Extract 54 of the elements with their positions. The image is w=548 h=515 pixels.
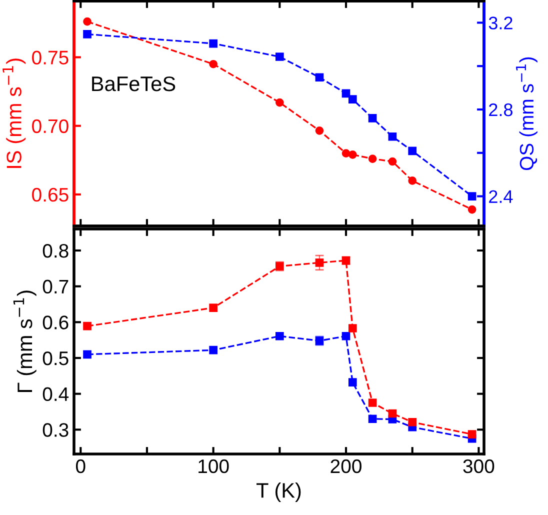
y-tick-label: 0.3 xyxy=(42,423,68,437)
y2-tick-label: 2.8 xyxy=(489,103,512,116)
point xyxy=(368,154,377,163)
point xyxy=(468,205,476,214)
x-tick-label: 200 xyxy=(330,459,362,474)
point xyxy=(342,149,350,158)
x-axis-title: T (K) xyxy=(256,482,301,502)
x-tick-label: 0 xyxy=(76,459,86,474)
point xyxy=(209,304,218,312)
y-tick-label: 0.70 xyxy=(32,119,68,134)
y-axis-title: Γ (mm s$^{−1}$) xyxy=(13,290,36,392)
y-tick-label: 0.75 xyxy=(32,50,68,64)
point xyxy=(209,60,218,68)
point xyxy=(315,258,324,267)
point xyxy=(209,346,218,354)
point xyxy=(348,324,357,332)
point xyxy=(368,114,377,122)
point xyxy=(368,398,377,407)
point xyxy=(388,409,397,418)
y-tick-label: 0.8 xyxy=(42,244,68,258)
annotation: BaFeTeS xyxy=(92,76,176,92)
y-tick-label: 0.4 xyxy=(42,387,69,402)
point xyxy=(275,52,284,61)
y2-axis-title: QS (mm s$^{−1}$) xyxy=(516,57,538,170)
point xyxy=(83,322,92,330)
point xyxy=(348,378,357,387)
point xyxy=(348,150,357,159)
point xyxy=(388,157,397,166)
y2-tick-label: 2.4 xyxy=(489,190,513,203)
y-axis-title: IS (mm s$^{−1}$) xyxy=(2,58,26,168)
point xyxy=(408,146,417,156)
x-tick-label: 300 xyxy=(463,459,494,474)
point xyxy=(315,73,324,82)
point xyxy=(468,430,476,438)
point xyxy=(368,414,377,424)
point xyxy=(315,126,324,135)
y2-tick-label: 3.2 xyxy=(488,16,512,30)
point xyxy=(209,39,218,48)
y-tick-label: 0.5 xyxy=(42,351,68,366)
point xyxy=(342,332,350,340)
x-tick-label: 100 xyxy=(198,459,229,474)
point xyxy=(83,30,92,38)
point xyxy=(83,350,92,359)
point xyxy=(275,98,284,107)
y-tick-label: 0.6 xyxy=(42,316,68,330)
point xyxy=(348,95,357,104)
point xyxy=(388,132,397,141)
point xyxy=(468,192,476,200)
point xyxy=(408,176,417,185)
point xyxy=(275,332,284,340)
point xyxy=(83,17,92,26)
y-tick-label: 0.65 xyxy=(32,188,68,202)
y-tick-label: 0.7 xyxy=(42,280,68,294)
point xyxy=(408,418,417,426)
